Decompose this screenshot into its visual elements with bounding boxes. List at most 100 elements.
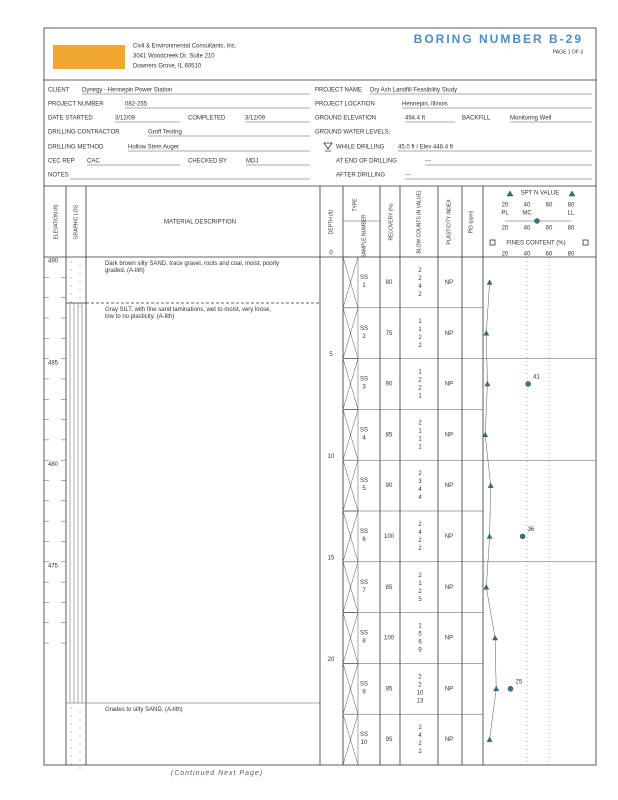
sample-type: SS [360, 529, 368, 535]
spt-point [483, 330, 490, 336]
recovery: 85 [386, 432, 393, 438]
blow-count: 1 [418, 581, 422, 587]
soil-dot [70, 763, 72, 765]
sample-type: SS [360, 427, 368, 433]
footer-note: (Continued Next Page) [171, 770, 263, 777]
company-line: 3041 Woodcreek Dr. Suite 210 [133, 54, 215, 60]
spt-point [486, 533, 493, 539]
field-value: --- [425, 159, 431, 165]
boring-title: BORING NUMBER B-29 [414, 32, 583, 46]
blow-count: 1 [418, 327, 422, 333]
blow-count: 2 [418, 420, 422, 426]
soil-dot [70, 293, 72, 295]
sample-interval [342, 256, 359, 309]
column-header: SAMPLE NUMBER [361, 214, 367, 258]
blow-count: 2 [418, 741, 422, 747]
sample-type: SS [360, 275, 368, 281]
blow-count: 2 [418, 749, 422, 755]
spt-point [487, 482, 494, 488]
sample-type: SS [360, 681, 368, 687]
material-description: Gray SILT, with fine sand laminations, w… [105, 307, 271, 320]
fines-icon [489, 239, 496, 246]
spt-point [482, 431, 489, 437]
sample-interval [342, 510, 359, 563]
soil-dot [70, 285, 72, 287]
mc-icon [534, 218, 540, 224]
elevation-label: 490 [48, 259, 59, 265]
soil-dot [70, 261, 72, 263]
soil-dot [79, 711, 81, 713]
fines-tick: 40 [524, 252, 531, 258]
blow-count: 1 [418, 624, 422, 630]
sample-number: 4 [362, 435, 366, 441]
spt-tick: 60 [546, 203, 553, 209]
field-value: Dynegy - Hennepin Power Station [82, 88, 172, 94]
spt-point [486, 279, 493, 285]
blow-count: 2 [418, 343, 422, 349]
blow-count: 9 [418, 648, 422, 654]
column-header: PLASTICITY INDEX [446, 199, 452, 245]
field-label: CLIENT [48, 88, 70, 94]
blow-count: 2 [418, 589, 422, 595]
soil-dot [79, 265, 81, 267]
field-label: DRILLING CONTRACTOR [48, 130, 120, 136]
sample-interval [342, 409, 359, 461]
field-value: 082-255 [125, 102, 148, 108]
spt-line [484, 282, 497, 740]
material-description: Dark brown silty SAND, trace gravel, roo… [105, 261, 279, 274]
moisture-point [507, 686, 514, 692]
spt-point [492, 635, 498, 641]
moisture-point [525, 381, 531, 387]
sample-type: SS [360, 732, 368, 738]
plasticity: NP [445, 534, 453, 540]
company-line: Downers Grove, IL 60510 [133, 64, 202, 70]
blow-count: 4 [418, 284, 422, 290]
field-value: CAC [87, 159, 100, 165]
blow-count: 5 [418, 597, 422, 603]
fines-tick: 60 [546, 252, 553, 258]
sample-type: SS [360, 580, 368, 586]
page-number: PAGE 1 OF 3 [553, 49, 583, 55]
soil-dot [70, 269, 72, 271]
fines-label: FINES CONTENT (%) [506, 241, 565, 247]
field-label: PROJECT NAME [315, 88, 362, 94]
soil-dot [79, 727, 81, 729]
depth-label: 15 [328, 555, 335, 561]
blow-count: 4 [418, 487, 422, 493]
blow-count: 2 [418, 725, 422, 731]
field-value: Hennepin, Illinois [402, 102, 448, 108]
soil-dot [79, 767, 81, 769]
sample-type: SS [360, 377, 368, 383]
blow-count: 1 [418, 428, 422, 434]
company-line: Civil & Environmental Consultants, Inc. [133, 44, 237, 50]
sample-number: 3 [362, 385, 366, 391]
sample-number: 10 [361, 740, 368, 746]
field-value: 494.4 ft [405, 116, 425, 122]
field-value: Groff Testing [148, 130, 182, 136]
field-value: MDJ [246, 159, 258, 165]
blow-count: 2 [418, 522, 422, 528]
field-label: WHILE DRILLING [336, 145, 385, 151]
recovery: 85 [386, 585, 393, 591]
fines-tick: 20 [502, 252, 509, 258]
spt-point [486, 736, 493, 742]
blow-count: 2 [418, 538, 422, 544]
soil-dot [79, 743, 81, 745]
ll-label: LL [568, 211, 575, 217]
column-header: BLOW COUNTS (N VALUE) [416, 190, 422, 253]
depth-label: 0 [329, 251, 333, 257]
soil-dot [79, 759, 81, 761]
blow-count: 2 [418, 682, 422, 688]
field-label: DATE STARTED [48, 116, 93, 122]
blow-count: 2 [418, 674, 422, 680]
field-value: 3/12/09 [245, 116, 266, 122]
recovery: 80 [386, 280, 393, 286]
field-value: 3/12/09 [115, 116, 136, 122]
spt-point [483, 584, 490, 590]
spt-tick: 20 [502, 203, 509, 209]
recovery: 95 [386, 737, 393, 743]
field-label: PROJECT LOCATION [315, 102, 375, 108]
moisture-label: 41 [533, 375, 540, 381]
sample-number: 5 [362, 486, 366, 492]
field-value: Hollow Stem Auger [128, 145, 179, 151]
